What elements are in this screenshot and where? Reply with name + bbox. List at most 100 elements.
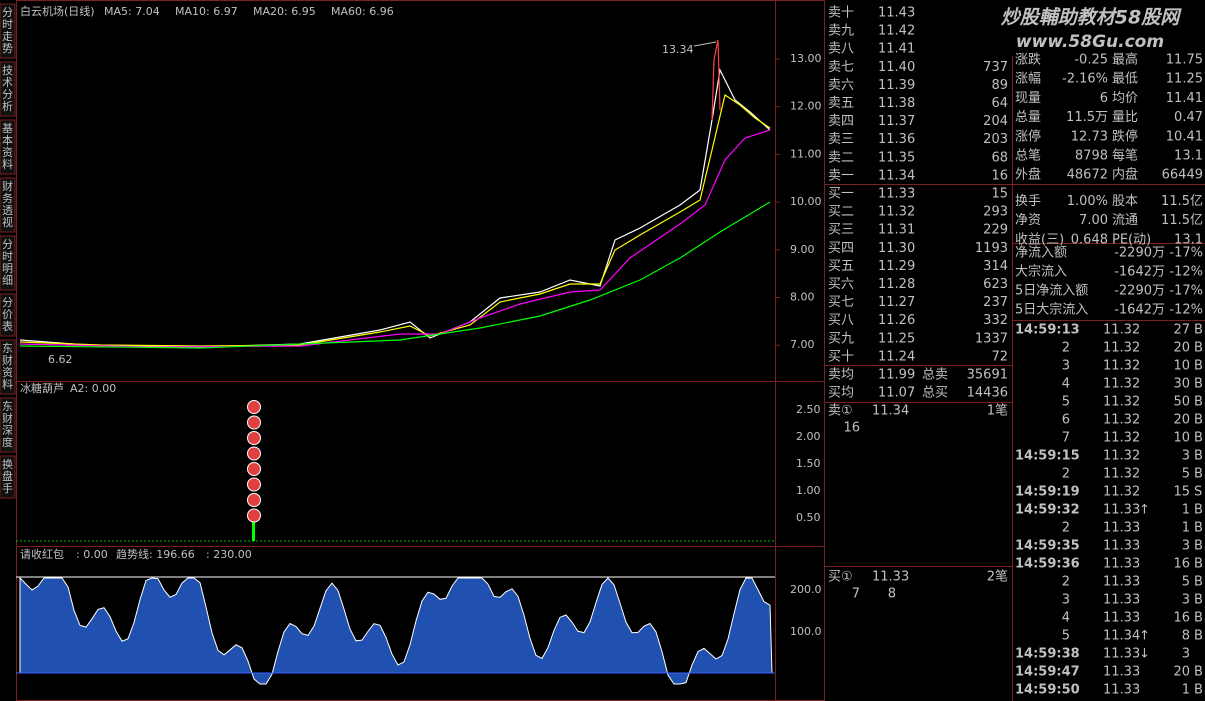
quote-value: -2.16%	[1062, 72, 1108, 87]
tab[interactable]	[0, 455, 16, 499]
tab[interactable]	[0, 293, 16, 337]
tick-volume: 3	[1182, 449, 1190, 464]
queue-volume: 7	[852, 587, 860, 602]
book-label: 总卖	[922, 368, 948, 383]
book-price: 11.30	[878, 241, 915, 256]
book-volume: 64	[991, 96, 1008, 111]
tick-volume: 10	[1173, 359, 1190, 374]
price-lines	[19, 39, 771, 349]
tab-char: 度	[2, 435, 13, 449]
tab[interactable]	[0, 177, 16, 233]
price-axis-label: 10.00	[790, 195, 822, 208]
book-label: 买二	[828, 205, 854, 220]
quote-value: 6	[1100, 91, 1108, 106]
tab[interactable]	[0, 61, 16, 117]
tick-time: 4	[1062, 611, 1070, 626]
tab[interactable]	[0, 339, 16, 395]
tick-price: 11.33	[1103, 665, 1140, 680]
tick-side: B	[1194, 557, 1203, 572]
tick-volume: 20	[1173, 341, 1190, 356]
book-price: 11.27	[878, 295, 915, 310]
tab-char: 明	[2, 262, 13, 275]
book-price: 11.34	[878, 168, 915, 183]
tab-char: 料	[2, 377, 13, 391]
tick-side: B	[1194, 665, 1203, 680]
tab[interactable]	[0, 3, 16, 59]
quote-label: 流通	[1112, 213, 1138, 228]
tick-time: 14:59:32	[1015, 503, 1080, 518]
book-volume: 237	[983, 295, 1008, 310]
book-label: 卖九	[828, 24, 854, 39]
tick-volume: 3	[1182, 593, 1190, 608]
tick-price: 11.34	[1103, 629, 1140, 644]
book-label: 卖四	[828, 114, 854, 129]
book-volume: 16	[991, 168, 1008, 183]
tab[interactable]	[0, 119, 16, 175]
quote-label: 涨停	[1015, 128, 1041, 144]
stock-name: 白云机场(日线)	[20, 4, 95, 18]
quote-label: 股本	[1112, 194, 1138, 209]
tick-side: B	[1194, 323, 1203, 338]
quote-value: 10.41	[1166, 129, 1203, 144]
tick-price: 11.32	[1103, 377, 1140, 392]
tick-arrow: ↓	[1139, 647, 1150, 662]
book-price: 11.26	[878, 313, 915, 328]
quote-label: 涨跌	[1015, 52, 1041, 68]
tick-price: 11.32	[1103, 395, 1140, 410]
low-label: 6.62	[48, 353, 73, 366]
tab-char: 务	[2, 192, 13, 205]
quote-label: 外盘	[1015, 167, 1041, 183]
tick-time: 14:59:47	[1015, 665, 1080, 680]
book-price: 11.07	[878, 386, 915, 401]
indicator-axis-label: 2.50	[796, 403, 821, 416]
tick-side: B	[1194, 395, 1203, 410]
flow-label: 5日大宗流入	[1015, 302, 1088, 318]
candy-ball	[247, 446, 261, 461]
tick-time: 2	[1062, 467, 1070, 482]
tick-volume: 8	[1182, 629, 1190, 644]
book-label: 卖一	[828, 168, 854, 183]
quote-label: 总笔	[1015, 148, 1041, 164]
tab-char: 表	[2, 319, 13, 333]
candy-ball	[247, 477, 261, 492]
quote-label: 涨幅	[1015, 72, 1041, 87]
book-label: 卖八	[828, 42, 854, 57]
indicator-axis-label: 0.50	[796, 511, 821, 524]
book-label: 卖二	[828, 150, 854, 165]
book-label: 卖十	[828, 6, 854, 21]
tab-char: 术	[2, 76, 13, 89]
tick-time: 5	[1062, 629, 1070, 644]
book-label: 买五	[828, 259, 854, 274]
quote-value: 11.5亿	[1161, 213, 1203, 228]
flow-pct: -12%	[1169, 303, 1203, 318]
quote-label: 换手	[1015, 194, 1041, 209]
flow-value: -2290万	[1114, 246, 1165, 261]
indicator-axis-label: 1.00	[796, 484, 821, 497]
ma-label: MA5: 7.04	[104, 5, 160, 18]
tab-char: 料	[2, 157, 13, 171]
flow-pct: -17%	[1169, 284, 1203, 299]
tick-time: 3	[1062, 593, 1070, 608]
tick-side: B	[1194, 683, 1203, 698]
tick-volume: 1	[1182, 683, 1190, 698]
tab-char: 深	[2, 424, 13, 437]
tick-time: 14:59:38	[1015, 647, 1080, 662]
tick-side: B	[1194, 593, 1203, 608]
tab-char: 财	[2, 179, 13, 193]
indicator-title: 冰糖葫芦	[20, 381, 64, 395]
book-label: 卖七	[828, 60, 854, 75]
tick-side: S	[1194, 485, 1202, 500]
watermark-box	[975, 0, 1205, 56]
tab-char: 细	[2, 274, 13, 287]
tab[interactable]	[0, 397, 16, 453]
candy-balls	[247, 400, 261, 523]
tick-side: B	[1194, 503, 1203, 518]
book-price: 11.99	[878, 368, 915, 383]
tab[interactable]	[0, 235, 16, 291]
book-label: 买八	[828, 313, 854, 328]
candy-ball	[247, 415, 261, 430]
tick-price: 11.33	[1103, 593, 1140, 608]
tab-char: 基	[2, 122, 13, 135]
book-volume: 229	[983, 223, 1008, 238]
